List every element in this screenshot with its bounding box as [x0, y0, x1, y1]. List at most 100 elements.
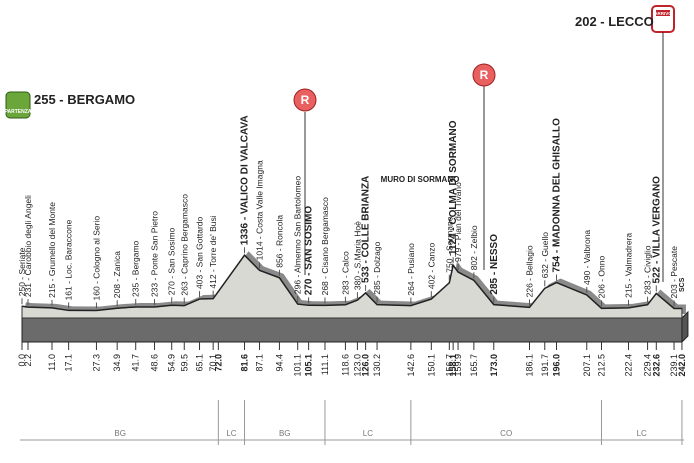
km-label: 41.7 [131, 354, 141, 372]
km-label: 123.0 [352, 354, 362, 377]
km-label: 11.0 [47, 354, 57, 371]
km-label: 229.4 [643, 354, 653, 377]
waypoint-label: 754 - MADONNA DEL GHISALLO [551, 118, 562, 273]
province-label: LC [637, 429, 647, 438]
start-badge-text: PARTENZA [5, 109, 32, 115]
profile-slab-front [21, 317, 683, 343]
waypoint-label: 235 - Bergamo [131, 240, 141, 296]
km-label: 105.1 [304, 354, 314, 377]
km-label: 239.1 [669, 354, 679, 377]
km-label: 87.1 [255, 354, 265, 372]
waypoint-label: 263 - Caprino Bergamasco [179, 194, 189, 296]
waypoint-label: 206 - Onno [596, 256, 606, 299]
km-label: 232.6 [651, 354, 661, 377]
waypoint-label: 208 - Zanica [112, 251, 122, 299]
waypoint-label: 979 - Pian del Tivano [453, 182, 463, 262]
km-label: 186.1 [524, 354, 534, 377]
waypoint-label: 1014 - Costa Valle Imagna [255, 160, 265, 260]
start-label: 255 - BERGAMO [34, 92, 135, 107]
waypoint-label: 283 - Civiglio [643, 245, 653, 294]
km-label: 54.9 [167, 354, 177, 372]
feed-zone-icon [293, 88, 317, 112]
km-label: 142.6 [406, 354, 416, 377]
finish-label: 202 - LECCO [575, 14, 654, 29]
km-label: 81.6 [240, 354, 250, 372]
km-label: 34.9 [112, 354, 122, 372]
feed-zone-text: R [480, 68, 489, 82]
km-label: 130.2 [372, 354, 382, 377]
km-label: 165.7 [469, 354, 479, 377]
waypoint-label: 231 - Carobbio degli Angeli [23, 195, 33, 297]
km-label: 65.1 [195, 354, 205, 372]
waypoint-label: 522 - VILLA VERGANO [651, 176, 662, 284]
waypoint-label: 160 - Cologno al Serio [91, 216, 101, 301]
km-label: 59.5 [179, 354, 189, 372]
waypoint-label: 296 - Almenno San Bartolomeo [293, 176, 303, 294]
km-label: 70.1 [208, 354, 218, 372]
km-label: 242.0 [677, 354, 687, 377]
km-label: 159.9 [453, 354, 463, 377]
feed-zone-icon [472, 63, 496, 87]
waypoint-label: 285 - Dolzago [372, 241, 382, 294]
km-label: 27.3 [91, 354, 101, 372]
waypoint-label: 490 - Valbrona [582, 230, 592, 285]
finish-badge-text: ARRIVO [654, 11, 672, 16]
waypoint-label: 270 - San Sosimo [167, 227, 177, 295]
finish-badge-band [656, 10, 670, 16]
start-badge [5, 91, 31, 119]
waypoint-label: 403 - San Gottardo [195, 216, 205, 289]
waypoint-label: 226 - Bellagio [524, 245, 534, 297]
climb-note: MURO DI SORMANO [381, 175, 460, 184]
province-label: CO [500, 429, 512, 438]
km-label: 196.0 [551, 354, 561, 377]
waypoint-label: 380 - S.Maria Hoè [352, 221, 362, 290]
km-label: 17.1 [64, 354, 74, 372]
km-label: 72.0 [213, 354, 223, 372]
waypoint-label: 856 - Roncola [274, 215, 284, 268]
km-label: 158.1 [448, 354, 458, 377]
province-label: LC [363, 429, 373, 438]
km-label: 48.6 [150, 354, 160, 372]
province-label: LC [226, 429, 236, 438]
waypoint-label: 412 - Torre de' Busi [208, 215, 218, 288]
waypoint-label: 802 - Zelbio [469, 225, 479, 270]
waypoint-label: 632 - Guello [540, 232, 550, 279]
waypoint-label: 203 - Pescate [669, 246, 679, 299]
km-label: 0.0 [17, 354, 27, 367]
km-label: 101.1 [293, 354, 303, 377]
waypoint-label: 270 - SAN SOSIMO [304, 206, 315, 296]
km-label: 156.7 [444, 354, 454, 377]
profile-line [21, 254, 682, 312]
km-label: 126.0 [361, 354, 371, 377]
waypoint-label: 250 - Seriate [17, 247, 27, 296]
km-label: 150.1 [426, 354, 436, 377]
waypoint-label: 1336 - VALICO DI VALCAVA [240, 115, 251, 245]
waypoint-label: 750 - Sormano [444, 216, 454, 272]
waypoint-label: 264 - Pusiano [406, 243, 416, 296]
waypoint-label: 268 - Cisano Bergamasco [320, 197, 330, 296]
waypoint-label: 285 - NESSO [489, 234, 500, 295]
feed-zone-text: R [301, 93, 310, 107]
waypoint-label: 533 - COLLE BRIANZA [361, 176, 372, 283]
km-label: 212.5 [596, 354, 606, 377]
km-label: 118.6 [340, 354, 350, 376]
km-label: 207.1 [582, 354, 592, 377]
finish-badge [651, 5, 675, 33]
waypoint-label: 161 - Loc. Baraccone [64, 219, 74, 300]
waypoint-label: 1124 - COLMA DI SORMANO [448, 120, 459, 255]
km-label: 94.4 [274, 354, 284, 372]
km-label: 2.2 [23, 354, 33, 367]
km-label: 111.1 [320, 354, 330, 375]
end-note: SCS [679, 277, 686, 292]
waypoint-label: 283 - Calco [340, 251, 350, 295]
km-label: 173.0 [489, 354, 499, 377]
km-label: 222.4 [623, 354, 633, 377]
waypoint-label: 215 - Valmadrera [623, 233, 633, 298]
waypoint-label: 233 - Ponte San Pietro [150, 211, 160, 297]
province-label: BG [114, 429, 126, 438]
province-label: BG [279, 429, 291, 438]
waypoint-label: 215 - Grumello del Monte [47, 202, 57, 298]
waypoint-label: 402 - Canzo [426, 243, 436, 290]
km-label: 191.7 [540, 354, 550, 377]
